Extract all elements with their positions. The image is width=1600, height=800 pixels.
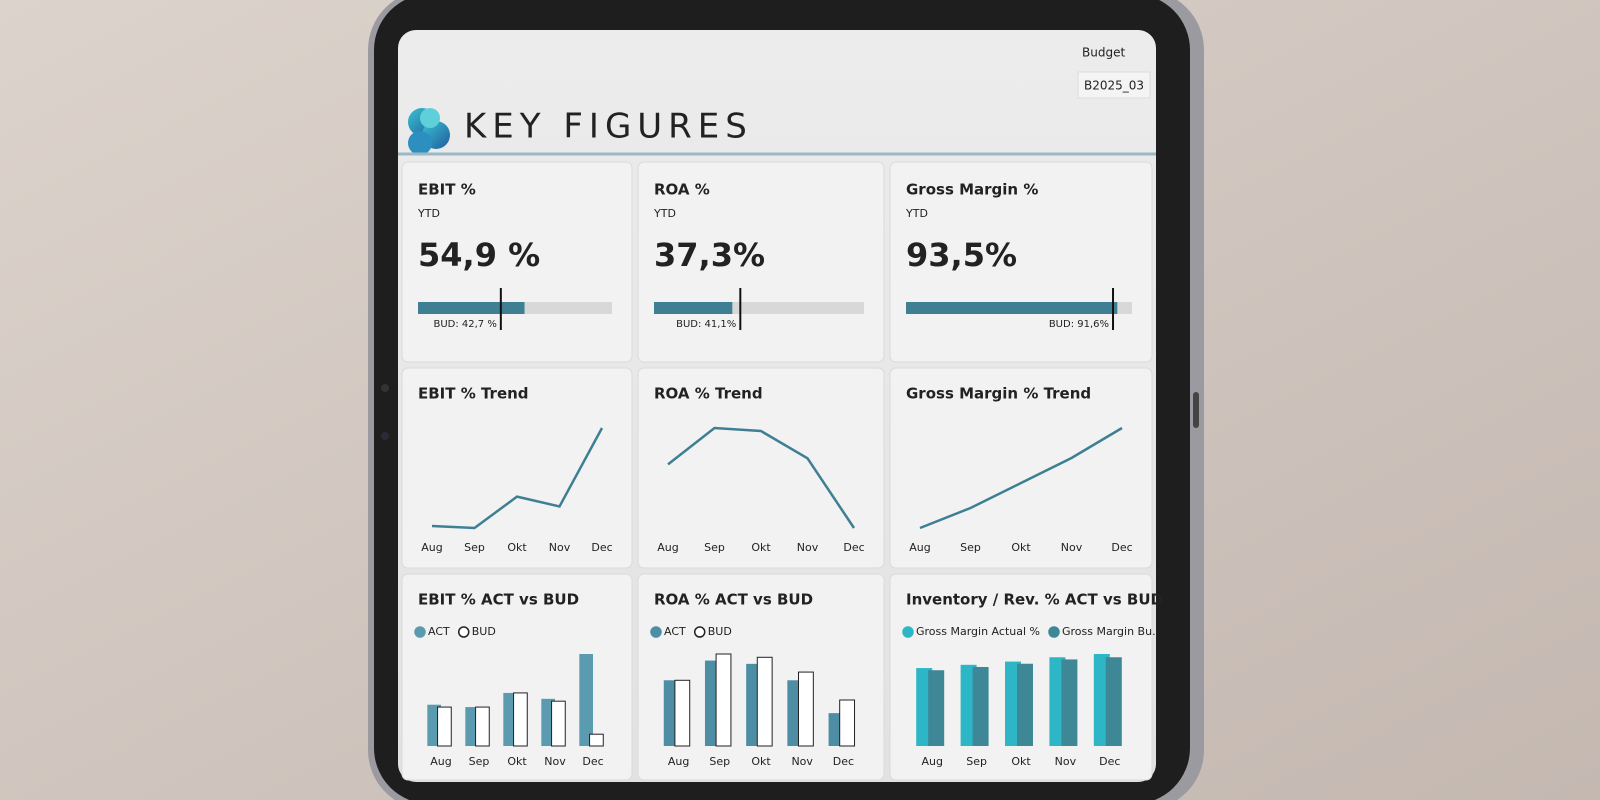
budget-label: BUD: 42,7 % xyxy=(433,319,496,330)
bar xyxy=(437,706,452,747)
bar xyxy=(1105,657,1122,746)
x-tick-label: Nov xyxy=(791,755,813,768)
filter-label: Budget xyxy=(1082,46,1125,60)
x-tick-label: Nov xyxy=(797,541,819,554)
x-tick-label: Aug xyxy=(430,755,451,768)
legend-label: Gross Margin Bu... xyxy=(1062,625,1163,638)
card-title: ROA % ACT vs BUD xyxy=(654,591,813,609)
card-title: EBIT % ACT vs BUD xyxy=(418,591,579,609)
legend-marker xyxy=(1048,626,1060,638)
card xyxy=(401,573,633,781)
bar xyxy=(579,654,593,746)
bar xyxy=(1061,659,1078,746)
x-tick-label: Nov xyxy=(549,541,571,554)
legend-marker xyxy=(414,626,426,638)
legend-marker xyxy=(902,626,914,638)
x-tick-label: Aug xyxy=(421,541,442,554)
trend-line xyxy=(431,427,604,530)
x-tick-label: Sep xyxy=(704,541,725,554)
x-tick-label: Okt xyxy=(1011,755,1031,768)
x-tick-label: Aug xyxy=(657,541,678,554)
side-button xyxy=(1193,392,1199,428)
bar xyxy=(1017,663,1033,746)
kpi-value: 37,3% xyxy=(654,236,765,274)
kpi-subtitle: YTD xyxy=(417,207,440,220)
card-title: Gross Margin % xyxy=(906,181,1038,199)
card-title: EBIT % xyxy=(418,181,476,199)
kpi-subtitle: YTD xyxy=(905,207,928,220)
bar xyxy=(756,656,773,747)
bar xyxy=(928,670,945,746)
x-tick-label: Aug xyxy=(921,755,942,768)
legend-label: BUD xyxy=(472,625,496,638)
x-tick-label: Dec xyxy=(1099,755,1120,768)
x-tick-label: Okt xyxy=(507,755,527,768)
filter-value[interactable]: B2025_03 xyxy=(1084,79,1144,93)
x-tick-label: Dec xyxy=(843,541,864,554)
x-tick-label: Okt xyxy=(1011,541,1031,554)
filter-dropdown[interactable] xyxy=(1077,71,1151,99)
cards: EBIT % YTD 54,9 % BUD: 42,7 % ROA % YTD 37,3% B… xyxy=(401,161,1163,781)
x-tick-label: Sep xyxy=(464,541,485,554)
x-tick-label: Aug xyxy=(668,755,689,768)
x-tick-label: Sep xyxy=(709,755,730,768)
kpi-value: 93,5% xyxy=(906,236,1017,274)
card-title: EBIT % Trend xyxy=(418,385,529,403)
card xyxy=(637,367,885,569)
legend-label: BUD xyxy=(708,625,732,638)
card-title: Gross Margin % Trend xyxy=(906,385,1091,403)
bar xyxy=(797,671,814,747)
card-title: ROA % xyxy=(654,181,710,199)
x-tick-label: Nov xyxy=(544,755,566,768)
camera xyxy=(381,432,389,440)
trend-line xyxy=(919,426,1123,530)
card-title: Inventory / Rev. % ACT vs BUD xyxy=(906,591,1163,609)
bar xyxy=(475,706,490,747)
x-tick-label: Sep xyxy=(966,755,987,768)
x-tick-label: Dec xyxy=(833,755,854,768)
page-title: KEY FIGURES xyxy=(464,107,753,147)
x-tick-label: Okt xyxy=(751,755,771,768)
legend-marker xyxy=(457,626,470,638)
bullet-actual xyxy=(418,302,525,314)
bullet-actual xyxy=(906,302,1118,314)
x-tick-label: Sep xyxy=(469,755,490,768)
bullet-actual xyxy=(654,302,733,314)
kpi-subtitle: YTD xyxy=(653,207,676,220)
x-tick-label: Dec xyxy=(1111,541,1132,554)
x-tick-label: Aug xyxy=(909,541,930,554)
trend-line xyxy=(667,426,856,529)
card xyxy=(889,367,1153,569)
bar xyxy=(674,679,691,747)
legend-marker xyxy=(650,626,662,638)
x-tick-label: Nov xyxy=(1061,541,1083,554)
x-tick-label: Sep xyxy=(960,541,981,554)
x-tick-label: Dec xyxy=(591,541,612,554)
bar xyxy=(513,692,528,747)
legend-label: ACT xyxy=(428,625,450,638)
legend-marker xyxy=(693,626,706,638)
bar xyxy=(551,700,566,747)
legend-label: Gross Margin Actual % xyxy=(916,625,1040,638)
budget-label: BUD: 91,6% xyxy=(1049,319,1109,330)
camera xyxy=(381,384,389,392)
x-tick-label: Okt xyxy=(751,541,771,554)
x-tick-label: Okt xyxy=(507,541,527,554)
budget-label: BUD: 41,1% xyxy=(676,319,736,330)
card-title: ROA % Trend xyxy=(654,385,763,403)
x-tick-label: Nov xyxy=(1055,755,1077,768)
bar xyxy=(839,699,856,747)
x-tick-label: Dec xyxy=(582,755,603,768)
logo xyxy=(408,108,450,155)
card xyxy=(401,367,633,569)
kpi-value: 54,9 % xyxy=(418,236,540,274)
bar xyxy=(589,733,604,747)
bar xyxy=(715,653,732,747)
bar xyxy=(972,666,989,746)
legend-label: ACT xyxy=(664,625,686,638)
